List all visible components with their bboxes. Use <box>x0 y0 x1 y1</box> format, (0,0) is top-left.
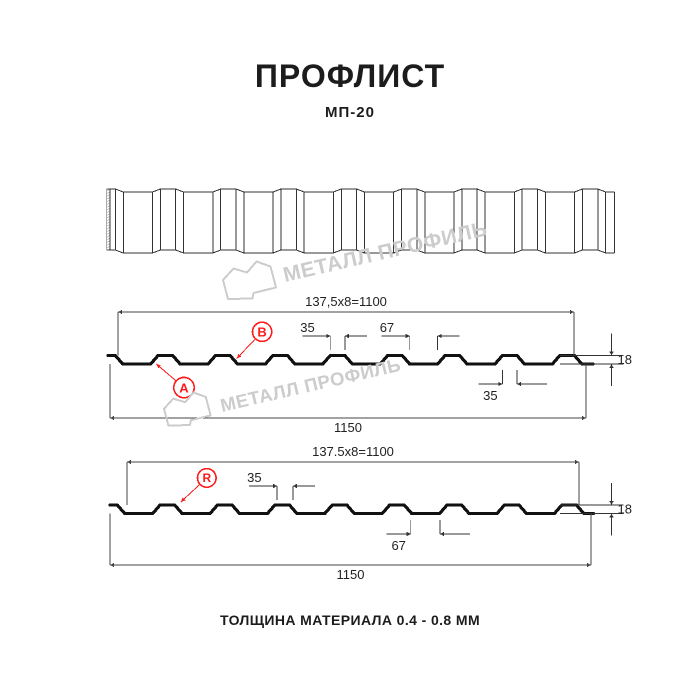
svg-text:137.5x8=1100: 137.5x8=1100 <box>312 444 394 459</box>
svg-text:R: R <box>202 471 211 485</box>
svg-text:B: B <box>257 324 266 339</box>
svg-text:67: 67 <box>380 320 394 335</box>
svg-text:1150: 1150 <box>334 420 362 435</box>
svg-text:МЕТАЛЛ ПРОФИЛЬ: МЕТАЛЛ ПРОФИЛЬ <box>281 218 490 287</box>
svg-text:67: 67 <box>391 538 405 553</box>
svg-text:137,5x8=1100: 137,5x8=1100 <box>305 294 387 309</box>
svg-text:1150: 1150 <box>337 567 365 582</box>
svg-text:A: A <box>179 380 189 395</box>
svg-text:35: 35 <box>247 470 261 485</box>
svg-text:35: 35 <box>483 388 497 403</box>
svg-text:18: 18 <box>618 352 632 367</box>
svg-text:18: 18 <box>618 501 632 516</box>
svg-text:35: 35 <box>300 320 314 335</box>
